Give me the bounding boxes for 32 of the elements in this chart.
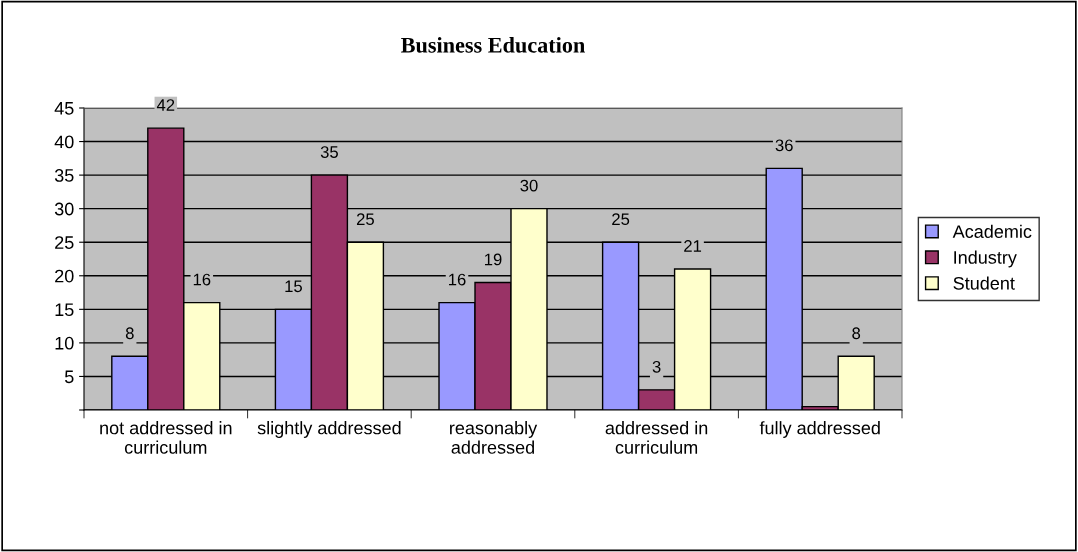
legend-label: Academic bbox=[952, 224, 1032, 238]
y-tick-label: 25 bbox=[55, 236, 74, 249]
data-label: 25 bbox=[612, 213, 630, 226]
data-label: 21 bbox=[684, 240, 702, 252]
data-label: 8 bbox=[852, 327, 861, 340]
x-tick-label: reasonably addressed bbox=[450, 421, 538, 454]
y-tick-label: 40 bbox=[54, 135, 74, 149]
data-label: 3 bbox=[652, 360, 661, 373]
data-label: 30 bbox=[520, 179, 538, 192]
y-tick-label: 10 bbox=[55, 336, 74, 350]
x-tick-label: addressed in curriculum bbox=[605, 421, 708, 454]
y-tick-label: 15 bbox=[55, 303, 74, 317]
data-label: 35 bbox=[320, 146, 338, 158]
y-tick-label: 30 bbox=[54, 202, 74, 216]
data-label: 42 bbox=[156, 99, 175, 111]
chart-title: Business Education bbox=[401, 37, 585, 53]
y-tick-label: 35 bbox=[54, 169, 74, 182]
y-tick-label: 5 bbox=[64, 370, 74, 384]
data-label: 16 bbox=[193, 273, 211, 286]
legend-label: Industry bbox=[954, 250, 1017, 268]
x-tick-label: slightly addressed bbox=[257, 421, 401, 438]
data-label: 8 bbox=[125, 327, 134, 340]
x-tick-label: not addressed in curriculum bbox=[100, 421, 232, 454]
data-label: 15 bbox=[285, 280, 302, 293]
data-label: 19 bbox=[485, 253, 502, 266]
y-tick-label: 45 bbox=[54, 102, 74, 115]
data-label: 16 bbox=[449, 273, 466, 286]
y-tick-label: 20 bbox=[55, 269, 74, 283]
data-label: 36 bbox=[775, 139, 793, 152]
legend-label: Student bbox=[953, 276, 1015, 290]
data-label: 25 bbox=[356, 213, 374, 226]
x-tick-label: fully addressed bbox=[759, 421, 880, 438]
